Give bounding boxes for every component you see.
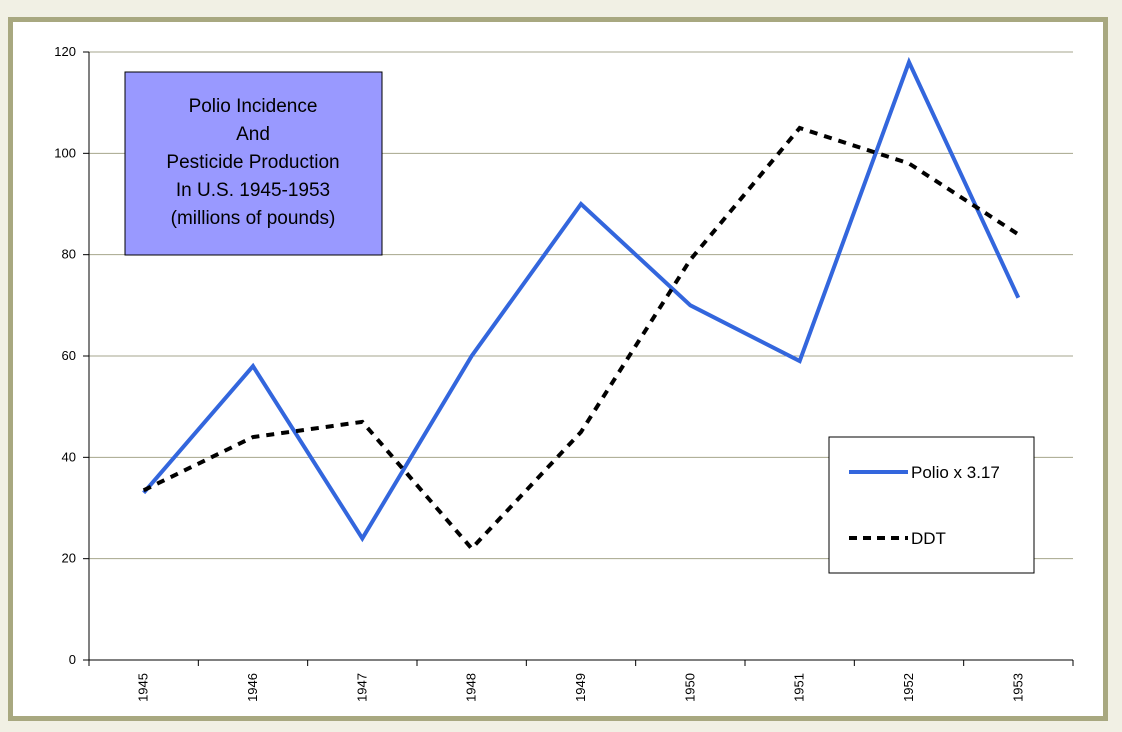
- series-lines: [142, 56, 1021, 552]
- title-line-5: (millions of pounds): [171, 208, 336, 229]
- y-tick-label: 20: [62, 551, 76, 566]
- y-tick-label: 100: [54, 145, 76, 160]
- x-tick-label: 1949: [573, 673, 588, 702]
- y-tick-label: 80: [62, 247, 76, 262]
- series-line-ddt: [142, 125, 1020, 552]
- legend-polio-label: Polio x 3.17: [911, 463, 1000, 482]
- x-tick-label: 1948: [464, 673, 479, 702]
- chart-frame: 0 20 40 60 80 100 120 1945 1946 1947 1948 1949 1950…: [8, 17, 1108, 721]
- y-tick-label: 0: [69, 652, 76, 667]
- x-tick-label: 1950: [682, 673, 697, 702]
- x-tick-label: 1945: [136, 673, 151, 702]
- series-line-polio: [142, 56, 1021, 543]
- x-tick-label: 1946: [245, 673, 260, 702]
- x-tick-label: 1952: [901, 673, 916, 702]
- legend-box: [828, 436, 1035, 574]
- title-line-2: And: [236, 124, 270, 145]
- y-tick-label: 120: [54, 44, 76, 59]
- title-box-background: [124, 71, 383, 256]
- title-line-3: Pesticide Production: [166, 152, 339, 173]
- y-tick-label: 40: [62, 449, 76, 464]
- y-axis-ticks: 0 20 40 60 80 100 120: [54, 44, 89, 667]
- legend: Polio x 3.17 DDT: [828, 436, 1035, 574]
- x-tick-label: 1953: [1010, 673, 1025, 702]
- title-line-4: In U.S. 1945-1953: [176, 180, 330, 201]
- chart-title-box: Polio Incidence And Pesticide Production…: [124, 71, 383, 256]
- y-tick-label: 60: [62, 348, 76, 363]
- title-line-1: Polio Incidence: [189, 96, 318, 117]
- legend-ddt-label: DDT: [911, 529, 946, 548]
- x-tick-label: 1947: [354, 673, 369, 702]
- line-chart: 0 20 40 60 80 100 120 1945 1946 1947 1948 1949 1950…: [54, 44, 1074, 702]
- x-axis-ticks: 1945 1946 1947 1948 1949 1950 1951 1952 1953: [88, 660, 1074, 702]
- x-tick-label: 1951: [792, 673, 807, 702]
